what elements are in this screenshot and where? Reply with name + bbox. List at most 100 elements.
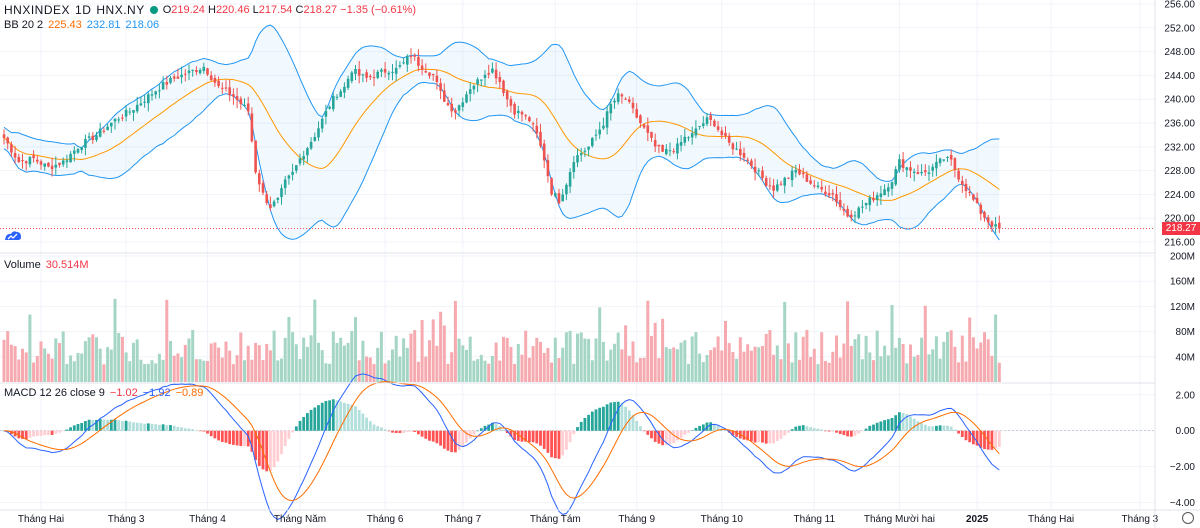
- tradingview-logo-icon[interactable]: [4, 229, 22, 241]
- bb-legend-name[interactable]: BB 20 2: [4, 19, 44, 31]
- macd-legend-name[interactable]: MACD 12 26 close 9: [4, 387, 105, 399]
- volume-bar: [132, 342, 135, 382]
- candle-body: [591, 137, 594, 146]
- candle-body: [579, 153, 583, 156]
- candle-body: [291, 171, 294, 175]
- volume-bar: [291, 332, 295, 382]
- candle-body: [154, 91, 157, 95]
- candle-body: [339, 91, 342, 97]
- volume-bar: [579, 332, 583, 382]
- macd-histogram-bar: [417, 430, 420, 435]
- volume-bar: [905, 363, 909, 382]
- gear-icon[interactable]: [1182, 512, 1194, 524]
- volume-bar: [324, 363, 328, 382]
- candle-body: [572, 162, 576, 173]
- volume-legend[interactable]: Volume 30.514M: [4, 259, 89, 271]
- candle-body: [54, 164, 58, 168]
- candle-body: [953, 158, 957, 170]
- macd-histogram-bar: [121, 421, 124, 431]
- candle-body: [498, 77, 502, 83]
- volume-bar: [220, 357, 224, 382]
- candle-body: [232, 94, 235, 97]
- macd-signal-line: [3, 381, 1000, 502]
- macd-histogram-bar: [465, 430, 468, 443]
- macd-tick-label: 2.00: [1176, 390, 1196, 401]
- macd-histogram-bar: [994, 430, 997, 449]
- macd-histogram-bar: [35, 430, 39, 436]
- volume-bar: [235, 355, 239, 382]
- macd-histogram-bar: [58, 430, 61, 433]
- symbol-name[interactable]: HNXINDEX: [4, 3, 71, 17]
- volume-bar: [457, 338, 461, 382]
- candle-body: [2, 134, 6, 138]
- candle-body: [698, 125, 701, 127]
- candle-body: [727, 135, 731, 143]
- volume-bar: [605, 360, 609, 382]
- macd-histogram-bar: [650, 430, 653, 439]
- volume-bar: [468, 336, 472, 382]
- candle-body: [87, 136, 91, 138]
- volume-bar: [98, 348, 102, 382]
- volume-bar: [72, 361, 76, 382]
- macd-histogram-bar: [43, 430, 47, 436]
- candle-body: [639, 115, 642, 124]
- macd-histogram-bar: [65, 429, 69, 431]
- macd-histogram-bar: [191, 429, 195, 431]
- volume-bar: [13, 346, 17, 382]
- price-legend[interactable]: HNXINDEX 1D HNX.NY O219.24 H220.46 L217.…: [4, 3, 416, 17]
- bb-legend[interactable]: BB 20 2 225.43 232.81 218.06: [4, 19, 159, 31]
- macd-histogram-bar: [313, 407, 317, 431]
- macd-legend[interactable]: MACD 12 26 close 9 −1.02 −1.92 −0.89: [4, 387, 203, 399]
- candle-body: [65, 160, 69, 163]
- bb-lower-line: [3, 82, 1000, 241]
- volume-bar: [416, 361, 420, 382]
- candle-body: [946, 157, 949, 159]
- volume-bar: [705, 354, 709, 382]
- volume-bar: [83, 341, 87, 382]
- candle-body: [287, 175, 291, 179]
- volume-bar: [664, 347, 668, 382]
- price-tick-label: 244.00: [1164, 71, 1195, 82]
- candle-body: [357, 69, 361, 76]
- candle-body: [295, 165, 298, 171]
- macd-histogram-bar: [143, 423, 146, 431]
- candle-body: [398, 65, 402, 67]
- volume-bar: [679, 342, 683, 382]
- macd-histogram-bar: [953, 429, 957, 431]
- volume-bar: [6, 331, 10, 382]
- macd-histogram-bar: [106, 419, 109, 431]
- volume-bar: [376, 347, 380, 382]
- volume-bar: [357, 360, 361, 382]
- candle-body: [909, 167, 912, 171]
- bb-upper-value: 232.81: [86, 19, 121, 31]
- volume-bar: [402, 338, 406, 382]
- macd-histogram-bar: [923, 424, 927, 431]
- macd-histogram-bar: [557, 430, 561, 459]
- candle-body: [813, 185, 816, 187]
- price-tick-label: 216.00: [1164, 238, 1195, 249]
- volume-bar: [91, 334, 95, 382]
- candle-body: [920, 171, 923, 174]
- macd-histogram-bar: [975, 430, 979, 446]
- interval-label[interactable]: 1D: [75, 3, 92, 17]
- macd-histogram-bar: [620, 403, 624, 431]
- macd-histogram-bar: [568, 430, 572, 443]
- macd-histogram-bar: [383, 429, 387, 431]
- volume-bar: [368, 357, 372, 382]
- macd-histogram-bar: [861, 430, 864, 432]
- time-tick-label: Tháng 3: [1122, 514, 1159, 525]
- candle-body: [424, 71, 428, 73]
- candle-body: [879, 193, 883, 198]
- candle-body: [487, 72, 490, 75]
- candle-body: [124, 109, 128, 117]
- candle-body: [380, 69, 383, 72]
- macd-histogram-bar: [783, 430, 787, 436]
- volume-legend-name[interactable]: Volume: [4, 259, 41, 271]
- candle-body: [735, 148, 738, 150]
- candle-body: [646, 125, 650, 133]
- macd-histogram-bar: [768, 430, 772, 444]
- candle-body: [546, 160, 550, 177]
- candle-body: [372, 77, 376, 79]
- macd-histogram-bar: [724, 430, 727, 431]
